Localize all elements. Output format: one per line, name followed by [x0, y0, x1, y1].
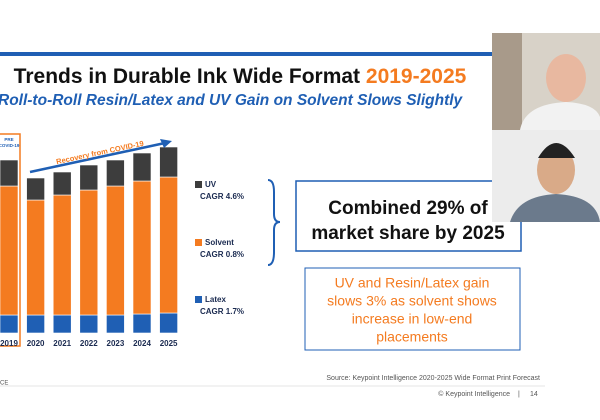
bar-segment — [0, 314, 19, 334]
bar-segment — [132, 313, 152, 334]
x-tick-label: 2023 — [107, 339, 125, 348]
legend-note: CAGR 4.6% — [200, 192, 244, 201]
bar-segment — [52, 171, 72, 196]
bar-segment — [106, 314, 125, 334]
recovery-arrow — [29, 141, 166, 174]
slide-top-rule — [0, 52, 545, 56]
x-tick-label: 2022 — [80, 339, 98, 348]
legend-swatch — [195, 181, 202, 188]
footer-separator: | — [518, 391, 520, 398]
callout-line: Combined 29% of — [328, 198, 488, 219]
corner-text: CE — [0, 381, 8, 387]
recovery-arrowhead — [160, 139, 172, 148]
slide-title: Trends in Durable Ink Wide Format 2019-2… — [14, 65, 467, 88]
note-line: increase in low-end — [352, 311, 473, 327]
brace — [267, 179, 281, 266]
x-tick-label: 2025 — [160, 339, 178, 348]
legend-label: Solvent — [205, 238, 234, 247]
bar-segment — [106, 159, 125, 187]
bar-segment — [132, 180, 152, 315]
bar-segment — [159, 176, 178, 314]
hair — [538, 143, 575, 158]
x-tick-label: 2020 — [27, 339, 45, 348]
bar-segment — [26, 314, 45, 334]
bar-segment — [52, 314, 72, 334]
title-years: 2019-2025 — [366, 65, 467, 88]
title-main: Trends in Durable Ink Wide Format — [14, 65, 360, 88]
legend-label: Latex — [205, 295, 226, 304]
bar-segment — [26, 177, 45, 201]
note-line: UV and Resin/Latex gain — [335, 275, 490, 291]
legend-swatch — [195, 239, 202, 246]
callout-line: market share by 2025 — [311, 223, 505, 244]
bar-segment — [26, 199, 45, 316]
bar-segment — [79, 164, 99, 191]
legend-label: UV — [205, 180, 217, 189]
bar-segment — [0, 185, 19, 316]
bar-segment — [79, 314, 99, 334]
bar-segment — [52, 194, 72, 316]
bar-segment — [79, 189, 99, 316]
note-line: placements — [376, 329, 448, 345]
shirt — [520, 102, 600, 130]
callout-box — [295, 180, 522, 252]
legend-swatch — [195, 296, 202, 303]
pre-covid-label: PRE — [4, 137, 13, 142]
slide-subtitle: Roll-to-Roll Resin/Latex and UV Gain on … — [0, 92, 464, 109]
note-line: slows 3% as solvent shows — [327, 293, 497, 309]
bar-segment — [0, 159, 19, 187]
webcam-2 — [492, 130, 600, 222]
legend-note: CAGR 1.7% — [200, 307, 244, 316]
highlight-2019 — [0, 133, 21, 347]
x-tick-label: 2019 — [0, 339, 18, 348]
legend-note: CAGR 0.8% — [200, 250, 244, 259]
x-tick-label: 2024 — [133, 339, 151, 348]
bar-segment — [132, 152, 152, 182]
pre-covid-label: COVID-19 — [0, 143, 20, 148]
x-tick-label: 2021 — [53, 339, 71, 348]
shirt — [510, 194, 600, 222]
bar-segment — [159, 146, 178, 178]
source: Source: Keypoint Intelligence 2020-2025 … — [326, 375, 540, 382]
face — [546, 54, 586, 102]
note-box — [304, 267, 521, 351]
webcam-1 — [492, 33, 600, 130]
video-background — [492, 33, 522, 130]
footer: © Keypoint Intelligence — [438, 390, 510, 398]
page-number: 14 — [530, 391, 538, 398]
bar-segment — [159, 312, 178, 334]
bar-segment — [106, 185, 125, 316]
